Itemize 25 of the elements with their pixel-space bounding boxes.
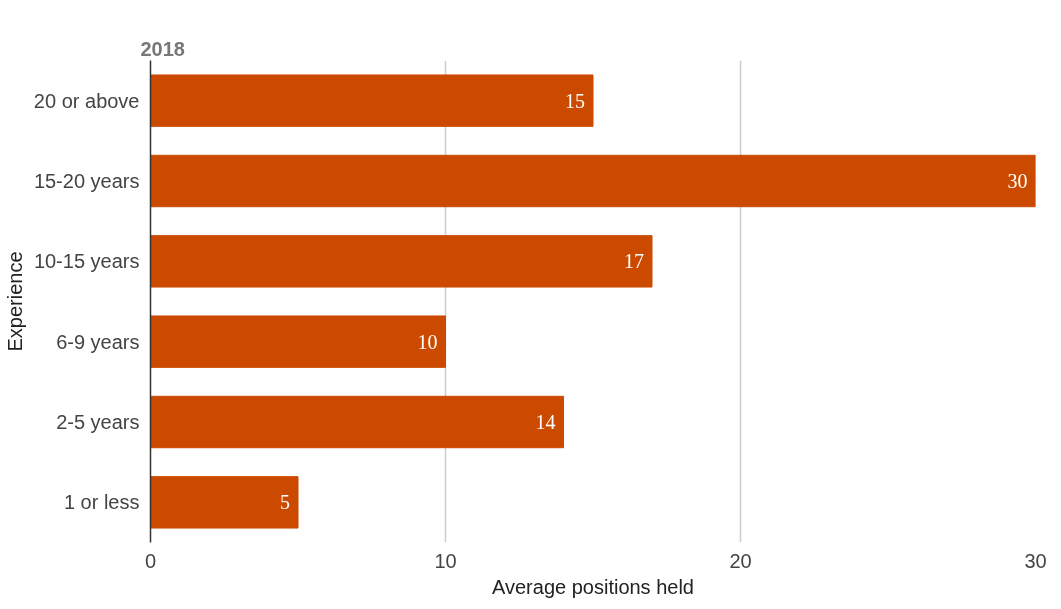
y-tick-label: 1 or less [63, 491, 140, 514]
bar [150, 235, 653, 288]
x-axis-title: Average positions held [492, 575, 694, 598]
x-tick-label: 20 [729, 549, 752, 572]
bar [150, 154, 1036, 208]
bar [150, 395, 564, 449]
x-tick-label: 30 [1024, 549, 1047, 572]
y-tick-label: 2-5 years [56, 411, 140, 433]
x-tick-label: 10 [434, 549, 457, 572]
data-label: 14 [535, 411, 556, 433]
bar [150, 476, 299, 529]
bar [150, 315, 446, 368]
y-tick-label: 15-20 years [33, 170, 140, 192]
chart-title: 2018 [140, 37, 185, 60]
data-label: 5 [280, 491, 290, 514]
y-tick-label: 10-15 years [33, 250, 140, 273]
data-label: 10 [417, 330, 438, 353]
y-tick-label: 6-9 years [56, 330, 140, 353]
x-tick-label: 0 [144, 549, 157, 572]
data-label: 30 [1007, 170, 1028, 192]
y-tick-label: 20 or above [33, 89, 140, 112]
data-label: 15 [565, 89, 585, 112]
bar [150, 74, 594, 127]
y-axis-title: Experience [3, 251, 26, 352]
data-label: 17 [624, 250, 644, 273]
